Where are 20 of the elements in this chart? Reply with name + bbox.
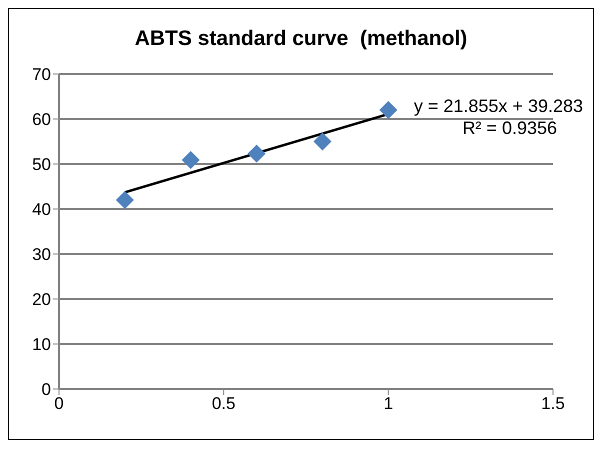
point [116,191,134,209]
x-tick-label: 0.5 [212,394,236,414]
y-tick-label: 10 [32,335,51,354]
x-tick-label: 0 [54,394,64,414]
chart-title: ABTS standard curve (methanol) [134,27,468,51]
annotation: y = 21.855x + 39.283 [414,95,583,117]
point [313,132,332,150]
point [379,101,398,119]
annotation: R² = 0.9356 [462,117,557,139]
y-tick-label: 20 [32,290,51,310]
y-tick-label: 70 [32,65,51,84]
y-tick-label: 40 [32,200,51,220]
x-tick-label: 1 [384,394,394,414]
point [182,150,200,169]
y-tick-label: 60 [32,110,51,130]
y-tick-label: 30 [32,245,51,264]
y-tick-label: 0 [42,380,51,400]
x-tick-label: 1.5 [541,394,565,414]
y-tick-label: 50 [32,155,51,174]
point [248,144,266,163]
